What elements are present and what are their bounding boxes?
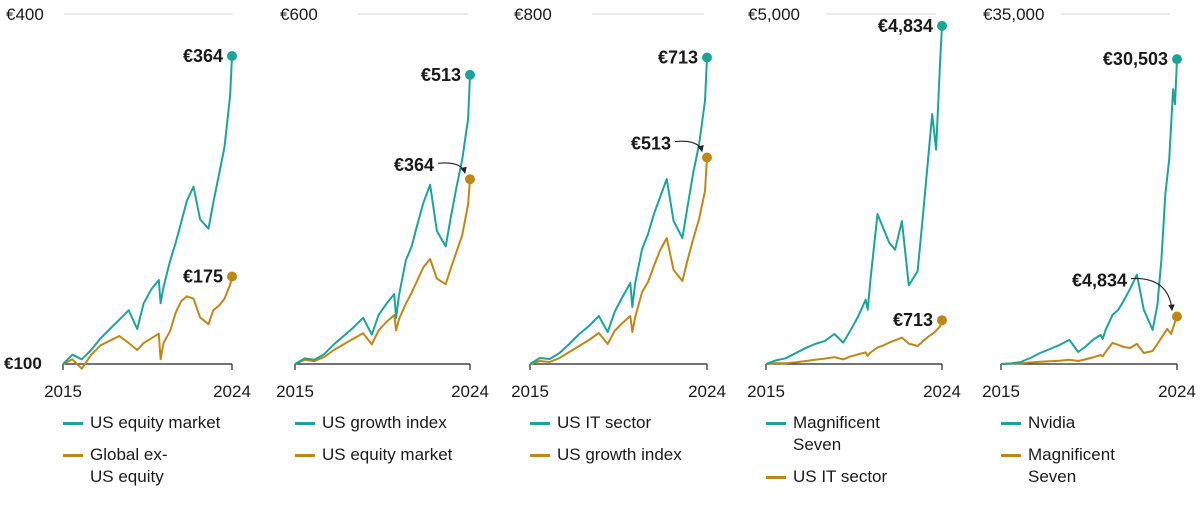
legend-item: US growth index	[530, 444, 730, 466]
legend-label: US equity market	[322, 445, 453, 464]
x-tick-label: 2015	[747, 382, 785, 401]
series-line-global-ex-us-equity	[62, 276, 233, 370]
legend-label: Magnificent Seven	[1028, 445, 1115, 486]
x-tick-label: 2015	[982, 382, 1020, 401]
end-value-label: €175	[183, 267, 223, 287]
end-value-label: €713	[658, 48, 698, 68]
end-value-label: €513	[631, 134, 671, 154]
legend-swatch	[1001, 422, 1021, 425]
end-value-label: €4,834	[878, 16, 933, 36]
legend-swatch	[295, 422, 315, 425]
legend-item: US IT sector	[766, 466, 966, 488]
annotation-arrow	[1130, 277, 1175, 312]
legend-swatch	[530, 454, 550, 457]
legend-item: Magnificent Seven	[766, 412, 891, 456]
legend-item: Nvidia	[1001, 412, 1200, 434]
end-point-marker	[1172, 311, 1182, 322]
legend-item: US IT sector	[530, 412, 730, 434]
end-point-marker	[702, 52, 712, 63]
legend-swatch	[63, 422, 83, 425]
legend-swatch	[1001, 454, 1021, 457]
y-axis-top-label: €5,000	[748, 5, 800, 24]
end-value-label: €364	[183, 46, 223, 66]
x-tick-label: 2024	[923, 382, 961, 401]
y-axis-top-label: €400	[6, 5, 44, 24]
x-tick-label: 2024	[213, 382, 251, 401]
annotation-arrow	[437, 162, 467, 174]
end-value-label: €4,834	[1072, 271, 1127, 291]
legend-swatch	[295, 454, 315, 457]
end-point-marker	[465, 174, 475, 185]
legend-item: US growth index	[295, 412, 495, 434]
legend-swatch	[766, 422, 786, 425]
end-point-marker	[1172, 54, 1182, 65]
y-axis-top-label: €800	[514, 5, 552, 24]
legend-label: Nvidia	[1028, 413, 1076, 432]
legend-swatch	[530, 422, 550, 425]
series-line-us-growth-index	[529, 157, 708, 365]
end-point-marker	[702, 152, 712, 163]
legend-label: US IT sector	[793, 467, 888, 486]
legend-item: Magnificent Seven	[1001, 444, 1126, 488]
end-value-label: €30,503	[1103, 49, 1168, 69]
annotation-arrow	[674, 140, 704, 153]
y-axis-bottom-label: €100	[4, 354, 42, 373]
legend-label: US growth index	[322, 413, 447, 432]
x-tick-label: 2024	[451, 382, 489, 401]
legend-label: Magnificent Seven	[793, 413, 880, 454]
y-axis-top-label: €35,000	[983, 5, 1044, 24]
y-axis-top-label: €600	[280, 5, 318, 24]
series-line-us-it-sector	[765, 319, 943, 365]
end-point-marker	[227, 51, 237, 61]
end-point-marker	[937, 20, 947, 31]
x-tick-label: 2015	[44, 382, 82, 401]
end-point-marker	[937, 315, 947, 326]
x-tick-label: 2015	[511, 382, 549, 401]
legend-label: US growth index	[557, 445, 682, 464]
series-line-nvidia	[1000, 59, 1178, 365]
legend-item: US equity market	[295, 444, 495, 466]
x-tick-label: 2024	[1158, 382, 1196, 401]
series-line-us-equity-market	[294, 179, 471, 365]
end-point-marker	[227, 271, 237, 282]
legend-label: US IT sector	[557, 413, 652, 432]
end-point-marker	[465, 69, 475, 80]
end-value-label: €713	[893, 310, 933, 330]
legend-swatch	[766, 476, 786, 479]
x-tick-label: 2024	[688, 382, 726, 401]
legend-label: US equity market	[90, 413, 221, 432]
legend-label: Global ex-US equity	[90, 445, 168, 486]
x-tick-label: 2015	[276, 382, 314, 401]
series-line-magnificent-seven	[1000, 316, 1178, 365]
end-value-label: €513	[421, 65, 461, 85]
legend-swatch	[63, 454, 83, 457]
series-line-us-growth-index	[294, 74, 471, 365]
series-line-us-it-sector	[529, 57, 708, 365]
legend-item: Global ex-US equity	[63, 444, 188, 488]
series-line-us-equity-market	[62, 55, 233, 365]
end-value-label: €364	[394, 155, 434, 175]
series-line-magnificent-seven	[765, 25, 943, 365]
legend-item: US equity market	[63, 412, 263, 434]
